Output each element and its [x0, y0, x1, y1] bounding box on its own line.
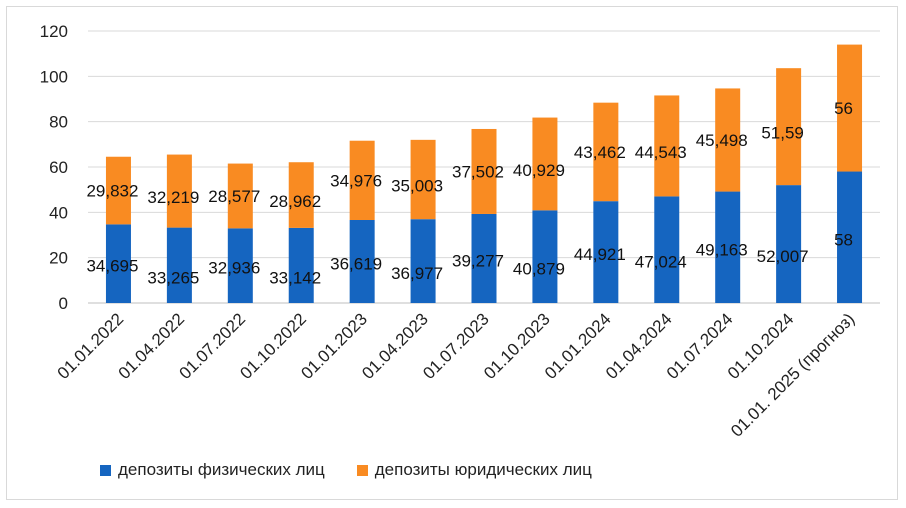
bar-individuals — [837, 171, 863, 303]
bar-legal-entities — [776, 68, 802, 186]
legend-swatch-legal-entities — [356, 464, 368, 476]
bar-legal-entities — [654, 95, 680, 197]
data-label-individuals: 47,024 — [635, 253, 687, 272]
bar-individuals — [593, 201, 619, 303]
bar-individuals — [532, 210, 558, 303]
data-label-legal-entities: 28,962 — [269, 192, 321, 211]
bar-individuals — [349, 219, 375, 303]
data-label-legal-entities: 40,929 — [513, 161, 565, 180]
data-label-individuals: 33,265 — [147, 268, 199, 287]
legend-item-legal-entities: депозиты юридических лиц — [356, 460, 592, 480]
data-label-individuals: 40,879 — [513, 260, 565, 279]
y-tick-label: 80 — [49, 113, 68, 132]
legend-item-individuals: депозиты физических лиц — [100, 460, 325, 480]
bar-individuals — [166, 227, 192, 303]
data-label-legal-entities: 43,462 — [574, 143, 626, 162]
bar-legal-entities — [105, 156, 131, 225]
chart-frame — [6, 6, 898, 500]
bar-legal-entities — [471, 128, 497, 214]
bar-individuals — [654, 196, 680, 303]
bar-individuals — [471, 213, 497, 303]
bar-legal-entities — [715, 88, 741, 192]
data-labels: 34,695 29,832 33,265 32,219 32,936 28,577 33,1… — [86, 99, 853, 287]
data-label-legal-entities: 37,502 — [452, 162, 504, 181]
data-label-legal-entities: 29,832 — [86, 182, 138, 201]
bars — [105, 44, 863, 303]
data-label-legal-entities: 56 — [834, 99, 853, 118]
x-tick-label: 01.01. 2025 (прогноз) — [727, 309, 858, 440]
data-label-individuals: 33,142 — [269, 268, 321, 287]
data-label-individuals: 58 — [834, 230, 853, 249]
data-label-individuals: 36,619 — [330, 254, 382, 273]
bar-individuals — [715, 191, 741, 303]
gridlines — [88, 30, 880, 304]
y-axis-ticks: 0 20 40 60 80 100 120 — [40, 22, 68, 313]
legend-label-legal-entities: депозиты юридических лиц — [374, 460, 592, 479]
data-label-legal-entities: 45,498 — [696, 131, 748, 150]
bar-legal-entities — [288, 162, 314, 228]
bar-individuals — [105, 224, 131, 303]
data-label-individuals: 44,921 — [574, 245, 626, 264]
data-label-individuals: 34,695 — [86, 257, 138, 276]
bar-legal-entities — [593, 102, 619, 202]
bar-legal-entities — [837, 44, 863, 172]
y-tick-label: 60 — [49, 158, 68, 177]
bar-legal-entities — [532, 117, 558, 211]
data-label-individuals: 39,277 — [452, 251, 504, 270]
data-label-legal-entities: 51,59 — [761, 124, 804, 143]
bar-individuals — [410, 219, 436, 303]
bar-legal-entities — [227, 163, 253, 229]
y-tick-label: 120 — [40, 22, 68, 41]
data-label-legal-entities: 32,219 — [147, 188, 199, 207]
legend-label-individuals: депозиты физических лиц — [118, 460, 325, 479]
data-label-legal-entities: 44,543 — [635, 143, 687, 162]
legend: депозиты физических лиц депозиты юридиче… — [100, 458, 624, 482]
x-axis-ticks: 01.01.202201.04.202201.07.202201.10.2022… — [54, 309, 859, 440]
data-label-individuals: 49,163 — [696, 240, 748, 259]
bar-legal-entities — [410, 139, 436, 220]
bar-legal-entities — [166, 154, 192, 228]
data-label-legal-entities: 35,003 — [391, 177, 443, 196]
bar-legal-entities — [349, 140, 375, 220]
bar-individuals — [227, 228, 253, 303]
y-tick-label: 20 — [49, 249, 68, 268]
legend-swatch-individuals — [100, 464, 111, 476]
data-label-individuals: 36,977 — [391, 264, 443, 283]
y-tick-label: 0 — [59, 294, 68, 313]
bar-individuals — [776, 185, 802, 303]
data-label-individuals: 52,007 — [757, 247, 809, 266]
data-label-legal-entities: 28,577 — [208, 187, 260, 206]
data-label-legal-entities: 34,976 — [330, 171, 382, 190]
y-tick-label: 100 — [40, 67, 68, 86]
y-tick-label: 40 — [49, 203, 68, 222]
data-label-individuals: 32,936 — [208, 259, 260, 278]
bar-individuals — [288, 227, 314, 303]
